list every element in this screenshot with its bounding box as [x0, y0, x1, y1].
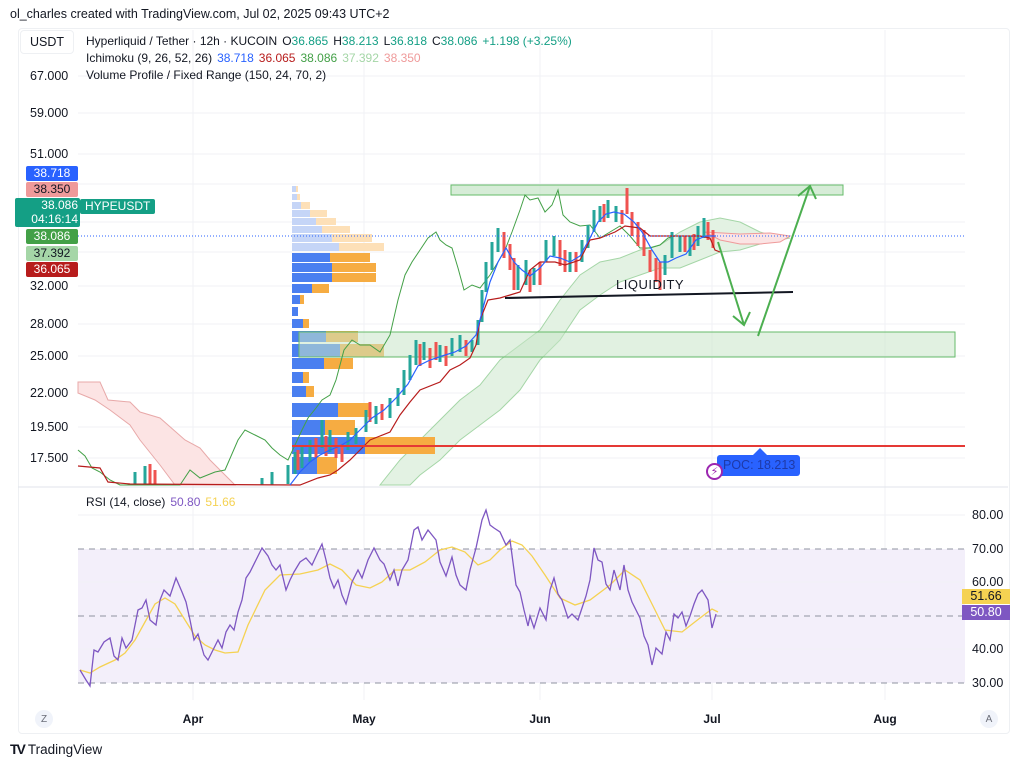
- low-label: L: [383, 34, 391, 48]
- time-label-may: May: [352, 712, 376, 726]
- price-tag-base: 36.065: [26, 262, 78, 277]
- ichimoku-lead1-value: 37.392: [342, 51, 379, 65]
- ichimoku-cloud-future: [704, 231, 792, 245]
- watermark: ol_charles created with TradingView.com,…: [10, 7, 390, 21]
- last-price-value: 38.086: [41, 198, 78, 212]
- price-tick: 19.500: [30, 420, 69, 434]
- time-label-jun: Jun: [529, 712, 551, 726]
- auto-scale-button[interactable]: A: [980, 710, 998, 728]
- brand-name: TradingView: [27, 741, 103, 757]
- rsi-tick: 80.00: [972, 508, 1004, 522]
- rsi-grid: [78, 514, 965, 650]
- rsi-ma-value: 51.66: [205, 495, 236, 509]
- price-tick: 59.000: [30, 106, 69, 120]
- tradingview-brand[interactable]: TV TradingView: [10, 741, 102, 757]
- change-value: +1.198 (+3.25%): [482, 34, 572, 48]
- high-label: H: [333, 34, 342, 48]
- rsi-label: RSI (14, close): [86, 495, 166, 509]
- bolt-icon[interactable]: ⚡: [706, 463, 723, 480]
- liquidity-line[interactable]: [504, 291, 794, 299]
- rsi-tick: 30.00: [972, 676, 1004, 690]
- rsi-ma-line: [79, 540, 719, 674]
- ichimoku-conversion-value: 38.718: [217, 51, 254, 65]
- resistance-zone[interactable]: [450, 184, 844, 196]
- open-label: O: [282, 34, 292, 48]
- ichimoku-lagging-value: 38.086: [300, 51, 338, 65]
- price-tick: 32.000: [30, 279, 69, 293]
- tradingview-logo-icon: TV: [10, 741, 26, 757]
- rsi-line: [79, 507, 717, 688]
- symbol-title: Hyperliquid / Tether · 12h · KUCOIN: [86, 34, 278, 48]
- rsi-tick: 60.00: [972, 575, 1004, 589]
- price-tick: 28.000: [30, 317, 69, 331]
- rsi-ma-tag: 51.66: [962, 589, 1010, 604]
- rsi-value: 50.80: [170, 495, 201, 509]
- low-value: 36.818: [390, 34, 427, 48]
- zoom-reset-button[interactable]: Z: [35, 710, 53, 728]
- currency-button[interactable]: USDT: [20, 30, 74, 54]
- ichimoku-label: Ichimoku (9, 26, 52, 26): [86, 51, 213, 65]
- projection-arrows[interactable]: [717, 184, 817, 337]
- demand-zone[interactable]: [298, 331, 956, 358]
- close-label: C: [432, 34, 441, 48]
- poc-label[interactable]: POC: 18.213: [717, 448, 800, 476]
- liquidity-label[interactable]: LIQUIDITY: [616, 277, 685, 292]
- time-label-jul: Jul: [703, 712, 721, 726]
- ichimoku-base-line: [77, 225, 721, 486]
- ichimoku-conversion-line: [289, 211, 716, 486]
- price-tag-lagging: 38.086: [26, 229, 78, 244]
- high-value: 38.213: [341, 34, 379, 48]
- open-value: 36.865: [291, 34, 329, 48]
- price-grid: [78, 30, 965, 700]
- rsi-tick: 40.00: [972, 642, 1004, 656]
- time-label-apr: Apr: [182, 712, 204, 726]
- ichimoku-cloud-bearish: [77, 381, 237, 486]
- price-tick: 17.500: [30, 451, 69, 465]
- ichimoku-lagging-span: [77, 188, 676, 486]
- price-tag-lead1: 37.392: [26, 246, 78, 261]
- price-tick: 67.000: [30, 69, 69, 83]
- rsi-legend[interactable]: RSI (14, close) 50.80 51.66: [86, 495, 240, 509]
- rsi-levels: [78, 548, 965, 684]
- symbol-tag: HYPEUSDT: [80, 199, 156, 214]
- symbol-legend[interactable]: Hyperliquid / Tether · 12h · KUCOIN O36.8…: [86, 34, 577, 48]
- rsi-value-tag: 50.80: [962, 605, 1010, 620]
- bar-countdown: 04:16:14: [31, 212, 78, 226]
- rsi-tick: 70.00: [972, 542, 1004, 556]
- ichimoku-lead2-value: 38.350: [383, 51, 421, 65]
- chart-frame: [18, 28, 1010, 734]
- ichimoku-base-value: 36.065: [258, 51, 296, 65]
- time-label-aug: Aug: [873, 712, 897, 726]
- close-value: 38.086: [440, 34, 478, 48]
- price-tag-lead2: 38.350: [26, 182, 78, 197]
- price-tick: 51.000: [30, 147, 69, 161]
- price-tag-last: 38.086 04:16:14: [15, 198, 80, 227]
- ichimoku-legend[interactable]: Ichimoku (9, 26, 52, 26) 38.718 36.065 38.0…: [86, 51, 426, 65]
- price-tag-conversion: 38.718: [26, 166, 78, 181]
- price-tick: 25.000: [30, 349, 69, 363]
- volume-profile-legend[interactable]: Volume Profile / Fixed Range (150, 24, 7…: [86, 68, 327, 82]
- price-tick: 22.000: [30, 386, 69, 400]
